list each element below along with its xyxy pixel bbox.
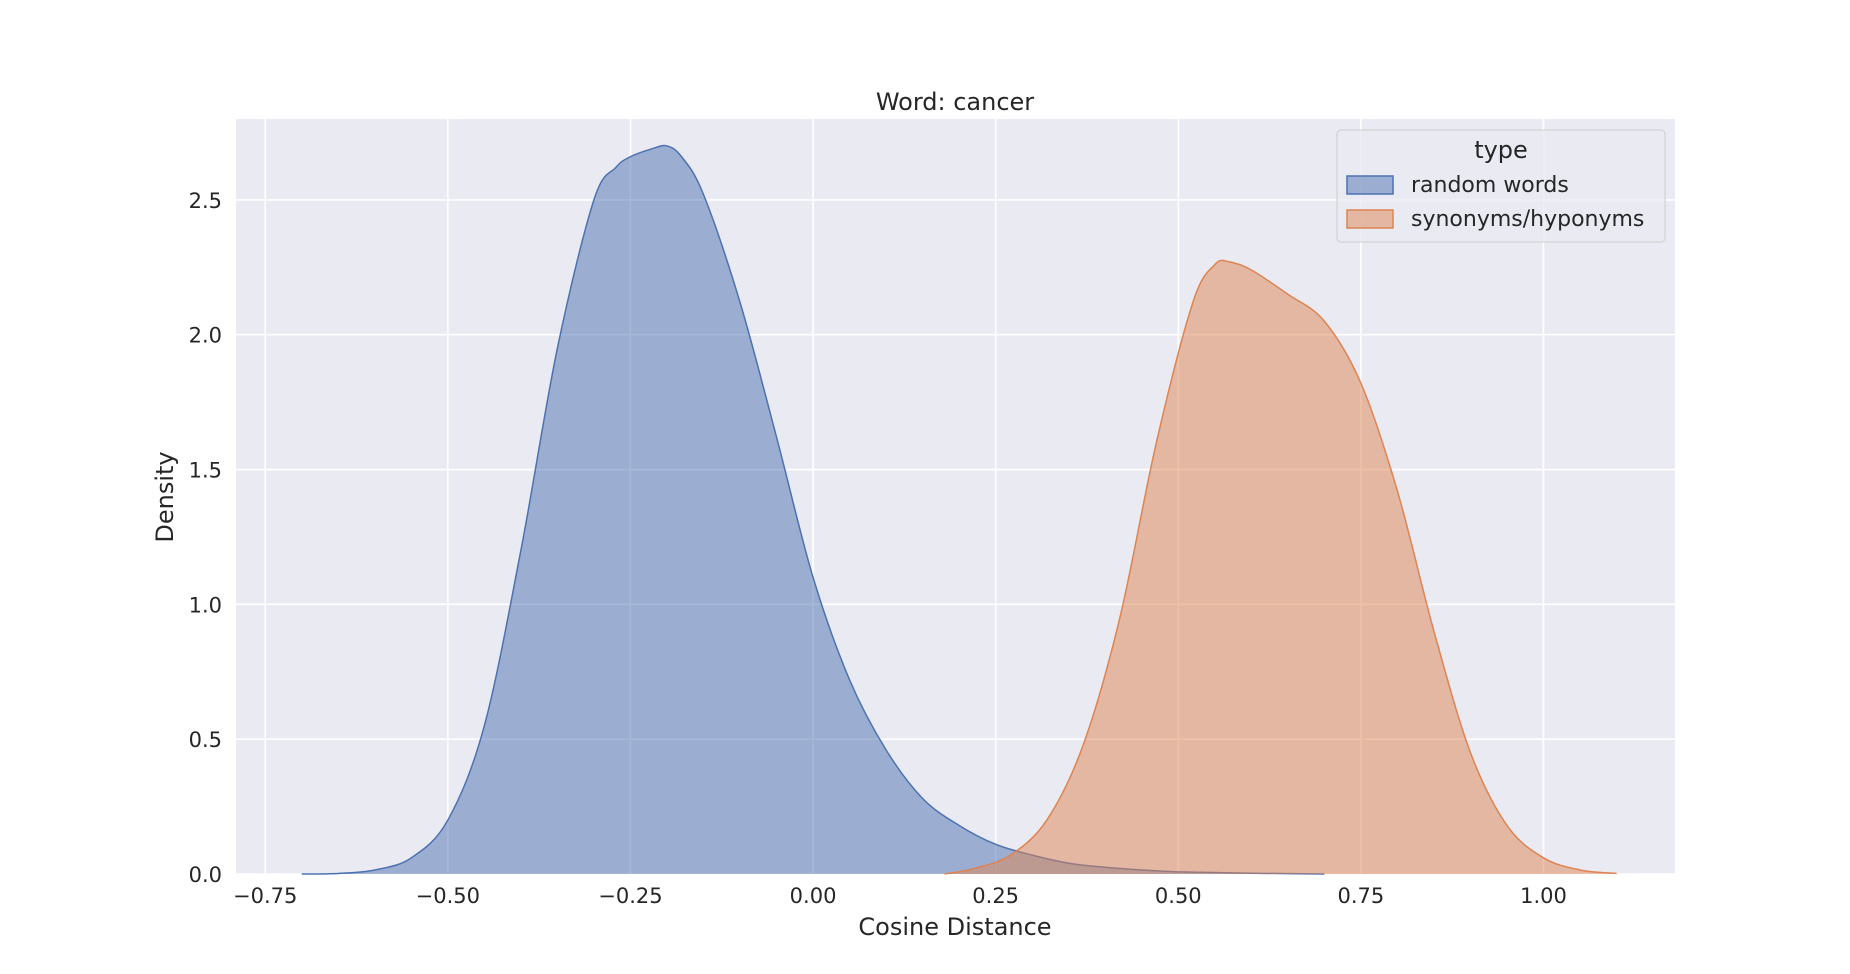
legend-label-random-words: random words — [1411, 173, 1569, 198]
legend-swatch-synonyms-hyponyms — [1346, 209, 1394, 229]
legend-frame — [1336, 129, 1666, 243]
x-tick-label: −0.75 — [233, 884, 297, 908]
legend-swatch-random-words — [1346, 175, 1394, 195]
x-tick-label: −0.25 — [598, 884, 662, 908]
x-tick-labels: −0.75 −0.50 −0.25 0.00 0.25 0.50 0.75 1.00 — [233, 884, 1567, 908]
legend: type random words synonyms/hyponyms — [1336, 129, 1666, 243]
x-tick-label: 0.75 — [1338, 884, 1385, 908]
x-tick-label: 1.00 — [1520, 884, 1567, 908]
y-axis-title: Density — [151, 451, 179, 542]
y-tick-labels: 0.0 0.5 1.0 1.5 2.0 2.5 — [189, 189, 222, 887]
x-tick-label: −0.50 — [416, 884, 480, 908]
legend-title: type — [1474, 136, 1528, 164]
y-tick-label: 0.5 — [189, 728, 222, 752]
x-tick-label: 0.00 — [790, 884, 837, 908]
chart-title: Word: cancer — [876, 88, 1034, 116]
density-line-synonyms-hyponyms — [944, 259, 1617, 875]
density-areas — [301, 144, 1617, 875]
density-fill-random-words — [301, 145, 1325, 875]
x-axis-title: Cosine Distance — [858, 913, 1051, 941]
density-fill-synonyms-hyponyms — [944, 260, 1617, 874]
x-tick-label: 0.25 — [972, 884, 1019, 908]
legend-label-synonyms-hyponyms: synonyms/hyponyms — [1411, 207, 1644, 232]
x-tick-label: 0.50 — [1155, 884, 1202, 908]
y-tick-label: 2.5 — [189, 189, 222, 213]
y-tick-label: 1.5 — [189, 459, 222, 483]
y-tick-label: 1.0 — [189, 593, 222, 617]
y-tick-label: 0.0 — [189, 863, 222, 887]
y-tick-label: 2.0 — [189, 324, 222, 348]
